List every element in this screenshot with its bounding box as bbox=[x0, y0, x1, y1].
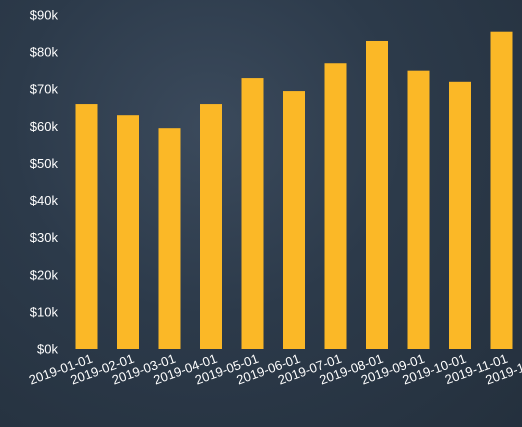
y-tick-label: $90k bbox=[30, 8, 59, 23]
y-tick-label: $50k bbox=[30, 156, 59, 171]
bars bbox=[75, 31, 513, 350]
y-tick-label: $20k bbox=[30, 267, 59, 282]
bar bbox=[283, 91, 305, 350]
y-tick-label: $80k bbox=[30, 45, 59, 60]
bar bbox=[324, 63, 347, 349]
bar bbox=[75, 104, 98, 349]
y-axis: $0k $10k $20k $30k $40k $50k $60k $70k $80k $90k bbox=[30, 8, 59, 357]
y-tick-label: $30k bbox=[30, 230, 59, 245]
bar bbox=[407, 70, 430, 350]
bar bbox=[366, 40, 388, 349]
y-tick-label: $60k bbox=[30, 119, 59, 134]
bar bbox=[200, 104, 222, 349]
y-tick-label: $10k bbox=[30, 304, 59, 319]
bar bbox=[158, 128, 181, 349]
bar bbox=[117, 115, 139, 349]
y-tick-label: $0k bbox=[37, 342, 58, 357]
bar bbox=[490, 31, 513, 349]
y-tick-label: $40k bbox=[30, 193, 59, 208]
x-axis: 2019-01-012019-02-012019-03-012019-04-01… bbox=[27, 351, 522, 388]
y-tick-label: $70k bbox=[30, 82, 59, 97]
bar bbox=[449, 81, 471, 350]
bar bbox=[241, 78, 264, 349]
